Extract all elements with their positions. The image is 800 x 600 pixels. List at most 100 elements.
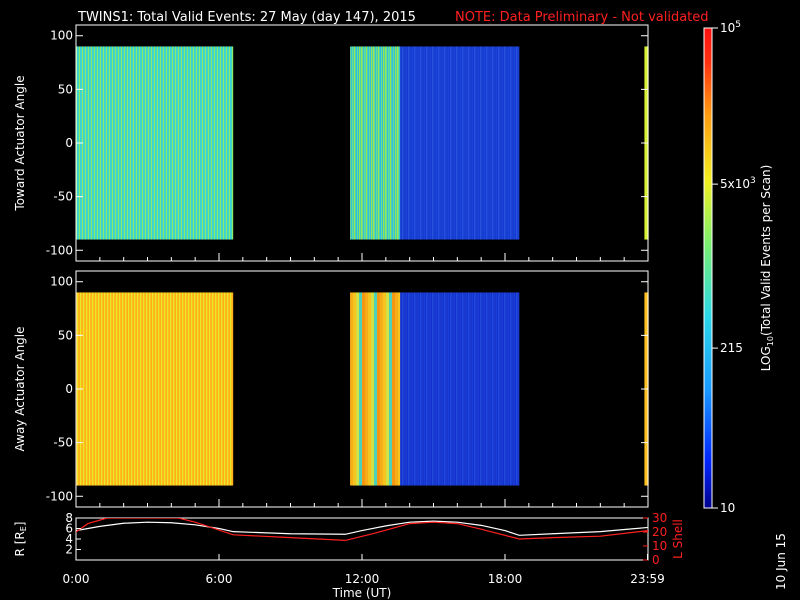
heat-column [399,292,401,486]
heat-column [460,46,462,240]
heat-column [375,292,377,486]
x-tick-label: 23:59 [630,572,665,586]
heat-column [373,292,375,486]
colorbar-tick-label: 5x103 [720,176,756,191]
heat-column [460,292,462,486]
heat-column [358,46,360,240]
heat-column [364,292,366,486]
heat-column [230,292,232,486]
heat-column [215,292,217,486]
preliminary-note: NOTE: Data Preliminary - Not validated [455,10,709,25]
heat-column [415,292,417,486]
heat-column [436,46,438,240]
heat-column [141,46,143,240]
heat-column [366,292,368,486]
heat-column [518,46,520,240]
heat-column [376,292,378,486]
heat-column [413,46,415,240]
heat-column [361,46,363,240]
heat-column [385,46,387,240]
heat-column [477,292,479,486]
heat-column [157,292,159,486]
heat-column [417,292,419,486]
heat-column [167,292,169,486]
radius-line [76,520,648,536]
heat-column [412,292,414,486]
heat-column [492,46,494,240]
heat-column [137,46,139,240]
heat-column [447,46,449,240]
heat-column [461,46,463,240]
heat-column [457,46,459,240]
heat-column [121,292,123,486]
heat-column [193,46,195,240]
date-stamp: 10 Jun 15 [774,533,788,590]
heat-column [217,46,219,240]
heat-column [352,292,354,486]
heat-column [122,292,124,486]
heat-column [91,292,93,486]
heat-column [509,292,511,486]
heat-column [157,46,159,240]
heat-column [437,292,439,486]
heat-column [513,46,515,240]
heat-column [367,292,369,486]
heat-column [83,292,85,486]
heat-column [173,46,175,240]
heat-column [114,292,116,486]
heat-column [494,292,496,486]
heat-column [380,292,382,486]
heat-column [209,46,211,240]
heat-column [432,46,434,240]
heat-column [224,292,226,486]
heat-column [160,292,162,486]
heat-column [107,292,109,486]
heat-column [176,292,178,486]
heat-column [197,46,199,240]
heat-column [510,292,512,486]
heat-column [477,46,479,240]
heat-column [445,292,447,486]
heat-column [372,292,374,486]
heat-column [112,46,114,240]
heat-column [447,292,449,486]
heat-column [444,292,446,486]
heat-column [142,292,144,486]
heat-column [131,292,133,486]
heat-column [227,292,229,486]
heat-column [143,46,145,240]
heat-column [111,46,113,240]
heat-column [175,292,177,486]
heat-column [148,46,150,240]
heat-column [103,46,105,240]
heat-column [105,292,107,486]
heat-column [484,292,486,486]
heat-column [472,292,474,486]
heat-column [446,292,448,486]
heat-column [399,46,401,240]
heat-column [495,292,497,486]
heat-column [465,46,467,240]
heat-column [123,292,125,486]
y-tick-label: -100 [46,489,73,503]
heat-column [512,46,514,240]
heat-column [427,46,429,240]
heat-column [454,46,456,240]
heat-column [181,292,183,486]
heat-column [417,46,419,240]
heat-column [169,46,171,240]
heat-column [119,46,121,240]
heat-column [401,292,403,486]
heat-column [172,46,174,240]
heat-column [392,46,394,240]
lshell-line [76,518,648,542]
heat-column [189,46,191,240]
heat-column [135,46,137,240]
heat-column [109,46,111,240]
heat-column [105,46,107,240]
heat-column [86,292,88,486]
heat-column [151,292,153,486]
heat-column [92,292,94,486]
